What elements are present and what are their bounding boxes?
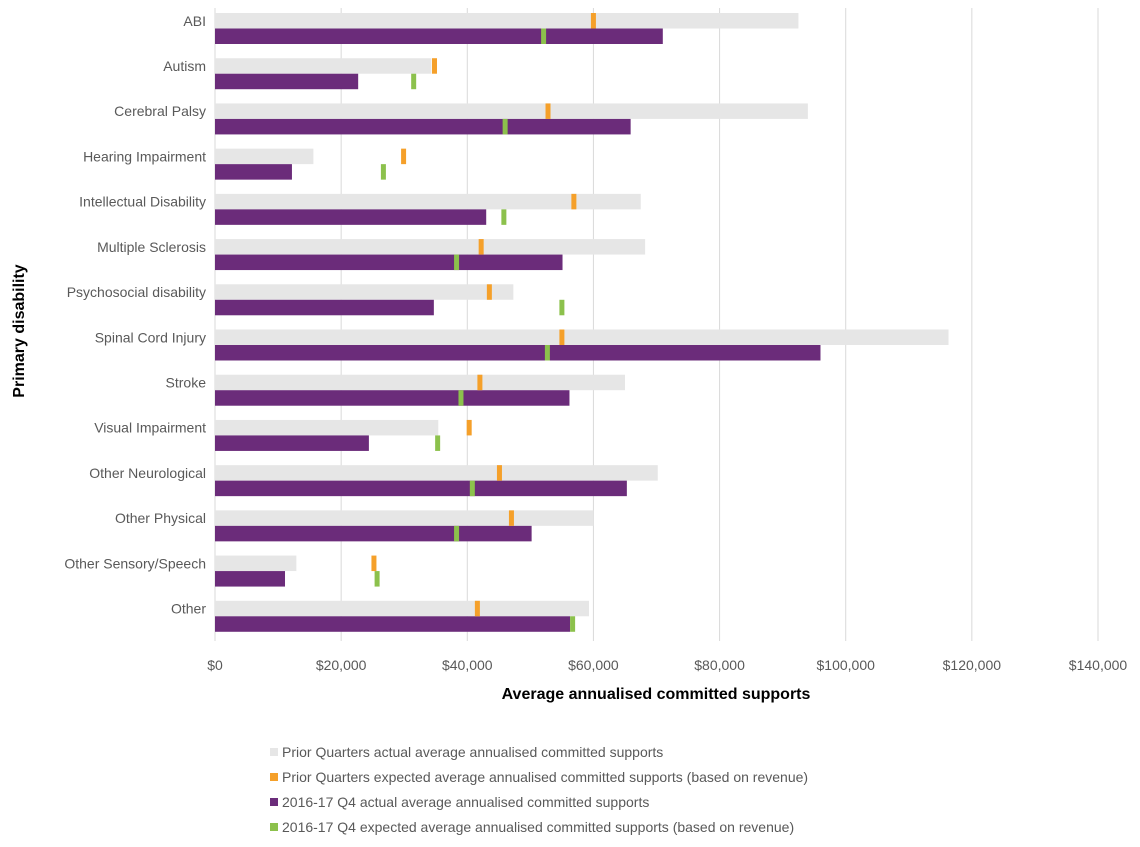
marker [435, 435, 441, 451]
legend-item: 2016-17 Q4 expected average annualised c… [270, 816, 808, 838]
x-tick-label: $80,000 [694, 657, 745, 673]
x-tick-label: $20,000 [316, 657, 367, 673]
marker [374, 571, 380, 587]
bar [215, 164, 292, 180]
marker [508, 510, 514, 526]
marker [477, 374, 483, 391]
marker [571, 193, 577, 210]
marker [496, 465, 502, 481]
category-label: Other Physical [115, 510, 206, 526]
marker [545, 103, 551, 119]
bar [215, 28, 663, 44]
marker [466, 419, 472, 436]
legend: Prior Quarters actual average annualised… [270, 741, 808, 841]
bar [215, 555, 297, 572]
category-label: Stroke [166, 374, 207, 390]
category-label: Hearing Impairment [83, 148, 206, 164]
marker [454, 254, 460, 271]
marker [469, 480, 475, 497]
x-tick-label: $140,000 [1069, 657, 1128, 673]
x-tick-label: $60,000 [568, 657, 619, 673]
x-tick-label: $100,000 [817, 657, 876, 673]
bar [215, 465, 658, 481]
bar [215, 329, 949, 345]
bar [215, 345, 821, 361]
legend-swatch [270, 798, 278, 806]
bar [215, 209, 487, 225]
marker [411, 73, 417, 90]
marker [502, 118, 508, 135]
marker [474, 600, 480, 617]
y-axis-title: Primary disability [11, 264, 28, 397]
category-label: Intellectual Disability [79, 194, 206, 210]
legend-label: Prior Quarters expected average annualis… [282, 769, 809, 785]
bar [215, 299, 434, 316]
bar [215, 419, 439, 436]
legend-swatch [270, 748, 278, 756]
bar-chart: ABI Autism Cerebral Palsy Hearing Impairmen… [11, 8, 1127, 703]
marker [454, 525, 460, 542]
bar [215, 480, 627, 497]
x-tick-label: $40,000 [442, 657, 493, 673]
category-label: Psychosocial disability [67, 284, 206, 300]
category-label: ABI [183, 13, 206, 29]
category-labels: ABI Autism Cerebral Palsy Hearing Impairmen… [64, 13, 206, 617]
marker [590, 13, 596, 29]
category-label: Other Neurological [89, 465, 206, 481]
category-label: Cerebral Palsy [114, 103, 206, 119]
gridlines [214, 8, 1099, 641]
bar [215, 600, 590, 617]
legend-label: Prior Quarters actual average annualised… [282, 744, 664, 760]
marker [478, 239, 484, 255]
marker [486, 284, 492, 300]
bar [215, 435, 369, 451]
marker [559, 329, 565, 345]
bar [215, 73, 359, 90]
legend-item: 2016-17 Q4 actual average annualised com… [270, 791, 808, 813]
x-tick-labels: $0 $20,000 $40,000 $60,000 $80,000 $100,000 $1… [207, 657, 1127, 673]
marker [559, 299, 565, 316]
bar [215, 284, 514, 300]
marker [544, 345, 550, 361]
x-axis-title: Average annualised committed supports [502, 686, 811, 703]
legend-item: Prior Quarters actual average annualised… [270, 741, 808, 763]
category-label: Visual Impairment [94, 420, 206, 436]
marker [431, 58, 437, 74]
bar [215, 571, 286, 587]
category-label: Multiple Sclerosis [97, 239, 206, 255]
category-label: Autism [163, 58, 206, 74]
bar [215, 103, 808, 119]
bar [215, 616, 571, 632]
bar [215, 390, 570, 406]
bar [215, 510, 594, 526]
legend-swatch [270, 823, 278, 831]
bar [215, 58, 432, 74]
bar [215, 254, 563, 271]
bar [215, 193, 641, 210]
marker [458, 390, 464, 406]
bar [215, 374, 625, 391]
x-tick-label: $120,000 [943, 657, 1002, 673]
legend-item: Prior Quarters expected average annualis… [270, 766, 808, 788]
marker [380, 164, 386, 180]
bar [215, 118, 631, 135]
category-label: Spinal Cord Injury [95, 329, 206, 345]
legend-label: 2016-17 Q4 actual average annualised com… [282, 794, 650, 810]
x-tick-label: $0 [207, 657, 223, 673]
marker [401, 148, 407, 165]
bar [215, 13, 799, 29]
markers [371, 13, 596, 632]
legend-label: 2016-17 Q4 expected average annualised c… [282, 819, 795, 835]
category-label: Other Sensory/Speech [64, 555, 206, 571]
bar [215, 239, 646, 255]
bar [215, 525, 532, 542]
marker [541, 28, 547, 44]
legend-swatch [270, 773, 278, 781]
category-label: Other [171, 601, 206, 617]
marker [371, 555, 377, 572]
marker [501, 209, 507, 225]
bar [215, 148, 314, 165]
bars [215, 13, 949, 632]
marker [570, 616, 576, 632]
